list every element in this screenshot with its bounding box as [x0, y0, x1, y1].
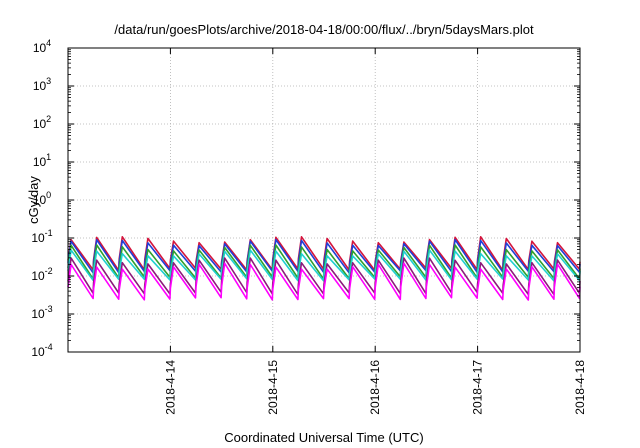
- x-axis-label: Coordinated Universal Time (UTC): [224, 430, 423, 445]
- y-tick-label: 103: [33, 76, 51, 93]
- grid: [68, 48, 580, 352]
- series-line: [67, 249, 581, 282]
- y-tick-label: 104: [33, 38, 51, 55]
- x-axis: 2018-4-14 2018-4-15 2018-4-16 2018-4-17 2018…: [163, 48, 587, 415]
- y-tick-label: 10-3: [31, 304, 52, 321]
- y-axis: 10-4 10-3 10-2 10-1 100 101 102 103 104: [31, 38, 580, 359]
- series-group: [67, 236, 581, 301]
- y-tick-label: 10-4: [31, 342, 52, 359]
- y-tick-label: 10-2: [31, 266, 52, 283]
- x-tick-label: 2018-4-18: [573, 360, 587, 415]
- x-tick-label: 2018-4-14: [163, 360, 177, 415]
- x-tick-label: 2018-4-17: [471, 360, 485, 415]
- y-tick-label: 10-1: [31, 228, 52, 245]
- x-tick-label: 2018-4-16: [368, 360, 382, 415]
- series-line: [67, 262, 581, 301]
- chart-title: /data/run/goesPlots/archive/2018-04-18/0…: [114, 22, 534, 37]
- y-tick-label: 101: [33, 152, 51, 169]
- y-tick-label: 102: [33, 114, 51, 131]
- x-tick-label: 2018-4-15: [266, 360, 280, 415]
- y-tick-label: 100: [33, 190, 51, 207]
- y-axis-label: cGy/day: [26, 176, 41, 224]
